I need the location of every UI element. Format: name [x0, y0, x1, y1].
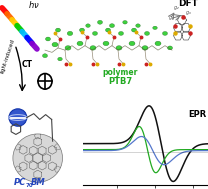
Ellipse shape: [42, 54, 47, 58]
Text: 70: 70: [26, 183, 33, 188]
Ellipse shape: [142, 46, 148, 50]
Ellipse shape: [129, 41, 135, 46]
Text: light-induced: light-induced: [0, 38, 16, 74]
Ellipse shape: [162, 32, 167, 35]
Ellipse shape: [136, 24, 140, 27]
Circle shape: [38, 74, 52, 89]
Text: EPR: EPR: [188, 110, 207, 119]
Ellipse shape: [93, 32, 98, 35]
Text: polymer: polymer: [102, 68, 138, 77]
Ellipse shape: [145, 32, 150, 35]
Ellipse shape: [86, 24, 90, 27]
Text: DFT: DFT: [178, 0, 198, 8]
Text: CT: CT: [22, 60, 33, 69]
Ellipse shape: [58, 57, 62, 61]
Text: BM: BM: [31, 178, 46, 187]
Ellipse shape: [105, 28, 110, 32]
Ellipse shape: [167, 46, 172, 50]
Text: $g_x$: $g_x$: [185, 9, 192, 18]
Ellipse shape: [103, 41, 109, 46]
Ellipse shape: [123, 20, 127, 24]
Text: PC: PC: [14, 178, 26, 187]
Ellipse shape: [65, 46, 71, 50]
Ellipse shape: [90, 46, 96, 50]
Text: PTB7: PTB7: [108, 77, 132, 86]
Ellipse shape: [77, 41, 83, 46]
Ellipse shape: [46, 37, 51, 41]
Circle shape: [9, 109, 27, 126]
Ellipse shape: [109, 24, 114, 28]
Ellipse shape: [98, 20, 103, 24]
Text: $h\nu$: $h\nu$: [28, 0, 40, 10]
Ellipse shape: [52, 42, 58, 47]
Ellipse shape: [67, 31, 73, 36]
Ellipse shape: [153, 26, 157, 29]
Ellipse shape: [116, 46, 122, 50]
Ellipse shape: [56, 28, 61, 32]
Ellipse shape: [79, 28, 84, 32]
Ellipse shape: [155, 41, 161, 46]
Text: $g_z$: $g_z$: [173, 4, 180, 12]
Circle shape: [13, 134, 63, 182]
Ellipse shape: [119, 32, 124, 35]
Ellipse shape: [131, 28, 136, 32]
Text: $g_y$: $g_y$: [168, 15, 175, 24]
